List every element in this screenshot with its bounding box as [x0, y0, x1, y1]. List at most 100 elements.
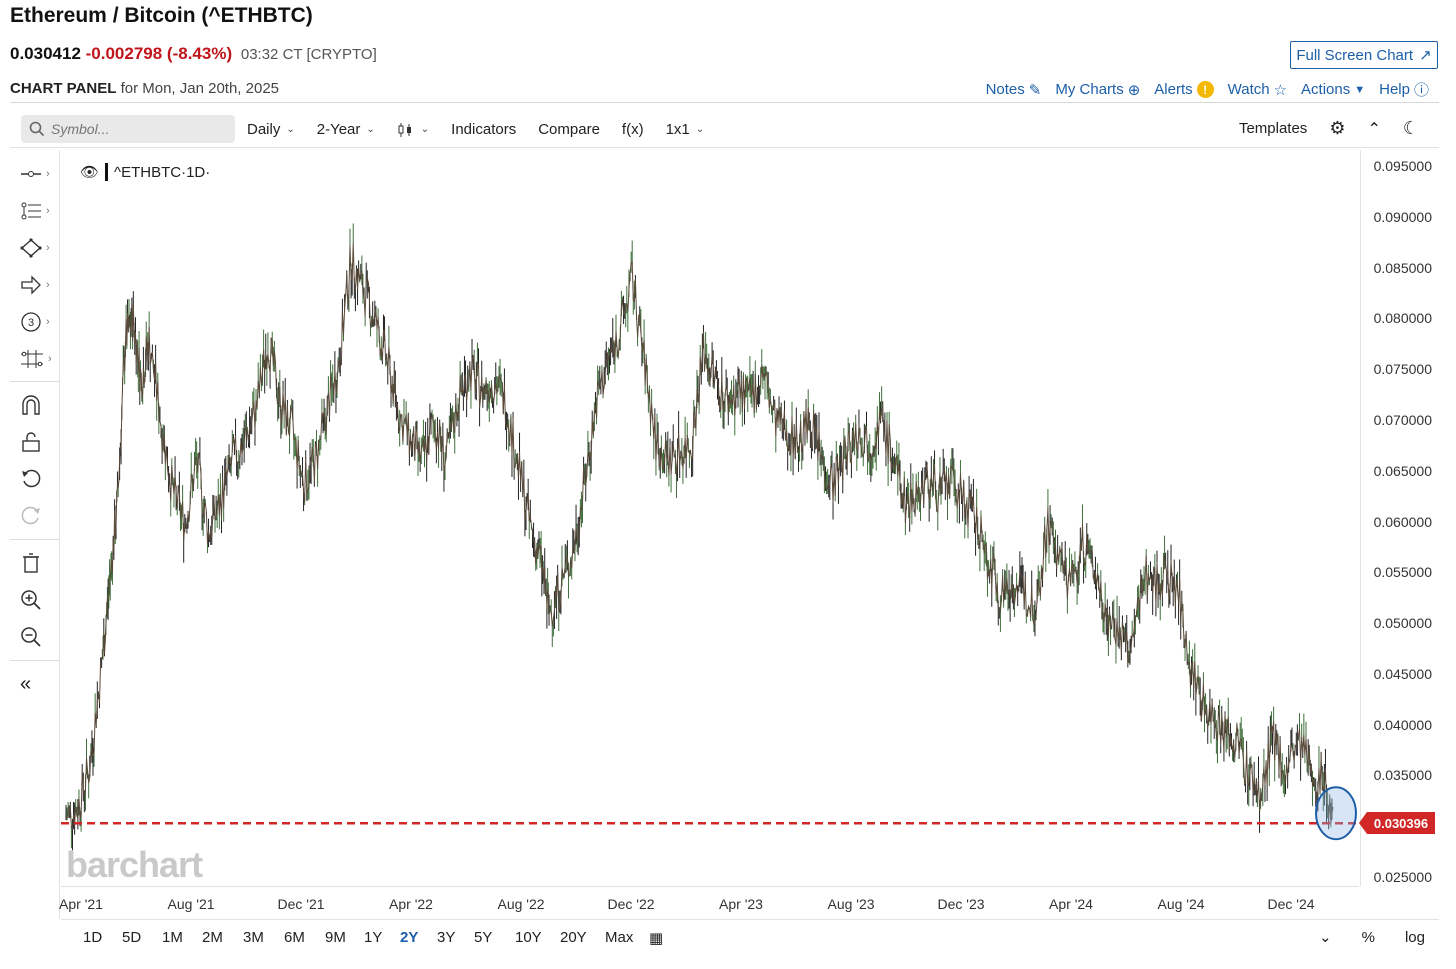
fx-button[interactable]: f(x) — [621, 121, 644, 138]
alerts-link[interactable]: Alerts! — [1154, 81, 1214, 98]
chevron-right-icon: › — [46, 316, 50, 328]
search-icon — [29, 121, 45, 137]
alerts-label: Alerts — [1154, 81, 1193, 98]
magnet-icon — [22, 395, 40, 415]
chevron-down-icon: ⌄ — [366, 124, 375, 135]
y-tick-label: 0.055000 — [1373, 564, 1432, 581]
symbol-input[interactable] — [51, 121, 221, 137]
x-tick-label: Apr '21 — [59, 896, 103, 912]
lock-tool[interactable] — [20, 428, 58, 456]
range-button-2y[interactable]: 2Y — [400, 929, 419, 946]
range-button-20y[interactable]: 20Y — [560, 929, 587, 946]
line-tool[interactable]: › — [20, 160, 58, 188]
y-tick-label: 0.065000 — [1373, 462, 1432, 479]
arrow-tool[interactable]: › — [20, 271, 58, 299]
range-button-9m[interactable]: 9M — [325, 929, 346, 946]
indicators-button[interactable]: Indicators — [451, 121, 517, 138]
x-tick-label: Dec '22 — [607, 896, 655, 912]
symbol-search[interactable] — [21, 115, 235, 143]
price-candles — [65, 223, 1333, 851]
shape-tool[interactable]: › — [20, 234, 58, 262]
layout-label: 1x1 — [665, 121, 690, 138]
alert-icon: ! — [1196, 81, 1214, 98]
range-button-5d[interactable]: 5D — [122, 929, 142, 946]
my-charts-link[interactable]: My Charts ⊕ — [1055, 81, 1140, 99]
range-button-1d[interactable]: 1D — [83, 929, 103, 946]
range-buttons: 1D 5D 1M 2M 3M 6M 9M 1Y 2Y 3Y 5Y 10Y 20Y Max ▦ — [83, 929, 663, 947]
eye-icon[interactable]: 👁 — [80, 164, 100, 181]
barchart-watermark: barchart — [66, 844, 203, 885]
delete-tool[interactable] — [20, 549, 58, 577]
tool-separator — [10, 381, 60, 382]
double-chevron-left-icon: « — [20, 672, 32, 695]
compare-button[interactable]: Compare — [538, 121, 600, 138]
panel-title: CHART PANEL — [10, 80, 117, 97]
range-right-controls: ⌄ % log — [1319, 928, 1425, 947]
x-tick-label: Apr '24 — [1049, 896, 1093, 912]
highlight-circle — [1315, 786, 1357, 841]
x-axis: Apr '21 Aug '21 Dec '21 Apr '22 Aug '22 Dec '… — [59, 886, 1359, 918]
range-button-6m[interactable]: 6M — [284, 929, 305, 946]
zoom-out-icon — [21, 627, 41, 647]
price-chart[interactable] — [61, 150, 1359, 886]
range-button-2m[interactable]: 2M — [202, 929, 223, 946]
legend-symbol: ^ETHBTC — [114, 163, 182, 181]
watch-link[interactable]: Watch ☆ — [1228, 81, 1287, 99]
drawing-tools-sidebar: › › › › 3 › › « — [10, 150, 60, 919]
gear-icon[interactable]: ⚙ — [1329, 118, 1346, 138]
percent-toggle[interactable]: % — [1361, 928, 1375, 946]
range-button-3m[interactable]: 3M — [243, 929, 264, 946]
notes-link[interactable]: Notes ✎ — [986, 81, 1042, 99]
x-tick-label: Aug '22 — [497, 896, 545, 912]
dark-mode-moon-icon[interactable]: ☾ — [1402, 118, 1419, 138]
series-color-bar — [105, 163, 109, 181]
notes-label: Notes — [985, 81, 1025, 98]
edit-icon: ✎ — [1028, 81, 1042, 99]
chart-legend: 👁 ^ETHBTC ·1D· — [80, 163, 210, 181]
zoom-in-icon — [21, 590, 41, 610]
redo-tool[interactable] — [20, 502, 58, 530]
range-button-5y[interactable]: 5Y — [474, 929, 493, 946]
help-link[interactable]: Help ⓘ — [1379, 79, 1429, 100]
undo-tool[interactable] — [20, 465, 58, 493]
log-toggle[interactable]: log — [1404, 928, 1425, 946]
range-button-10y[interactable]: 10Y — [515, 929, 542, 946]
trash-icon — [23, 553, 39, 573]
zoom-in-tool[interactable] — [20, 586, 58, 614]
line-tool-icon — [21, 171, 41, 177]
chevron-right-icon: › — [48, 353, 52, 365]
y-tick-label: 0.080000 — [1373, 310, 1432, 327]
chevron-double-down-icon[interactable]: ⌄ — [1319, 929, 1332, 946]
layout-select[interactable]: 1x1 ⌄ — [666, 121, 705, 138]
collapse-up-icon[interactable]: ⌃ — [1367, 120, 1381, 138]
x-tick-label: Dec '23 — [937, 896, 985, 912]
period-select[interactable]: 2-Year ⌄ — [317, 121, 375, 138]
range-button-1m[interactable]: 1M — [162, 929, 183, 946]
interval-select[interactable]: Daily ⌄ — [247, 121, 295, 138]
interval-label: Daily — [247, 121, 281, 138]
zoom-out-tool[interactable] — [20, 623, 58, 651]
fib-tool[interactable]: › — [20, 197, 58, 225]
actions-menu[interactable]: Actions ▼ — [1301, 81, 1365, 98]
label-tool[interactable]: 3 › — [20, 308, 58, 336]
range-button-max[interactable]: Max — [605, 929, 634, 946]
external-arrow-icon: ↗ — [1419, 47, 1432, 64]
calendar-icon[interactable]: ▦ — [649, 930, 664, 947]
x-tick-label: Apr '23 — [719, 896, 763, 912]
full-screen-chart-button[interactable]: Full Screen Chart ↗ — [1290, 41, 1438, 69]
x-tick-label: Dec '24 — [1267, 896, 1315, 912]
measure-tool[interactable]: › — [20, 345, 58, 373]
chevron-down-icon: ⌄ — [286, 124, 295, 135]
panel-actions: Notes ✎ My Charts ⊕ Alerts! Watch ☆ Actions… — [986, 79, 1429, 100]
templates-button[interactable]: Templates — [1238, 120, 1308, 137]
magnet-tool[interactable] — [20, 391, 58, 419]
chart-panel-bar: CHART PANEL for Mon, Jan 20th, 2025 Note… — [10, 79, 1439, 103]
quote-time: 03:32 CT [CRYPTO] — [240, 46, 377, 63]
collapse-sidebar-tool[interactable]: « — [20, 670, 58, 698]
tool-separator — [10, 660, 60, 661]
chart-type-select[interactable]: ⌄ — [397, 121, 429, 138]
shape-tool-icon — [20, 238, 42, 258]
y-tick-label: 0.035000 — [1373, 767, 1432, 784]
range-button-3y[interactable]: 3Y — [437, 929, 456, 946]
range-button-1y[interactable]: 1Y — [364, 929, 383, 946]
